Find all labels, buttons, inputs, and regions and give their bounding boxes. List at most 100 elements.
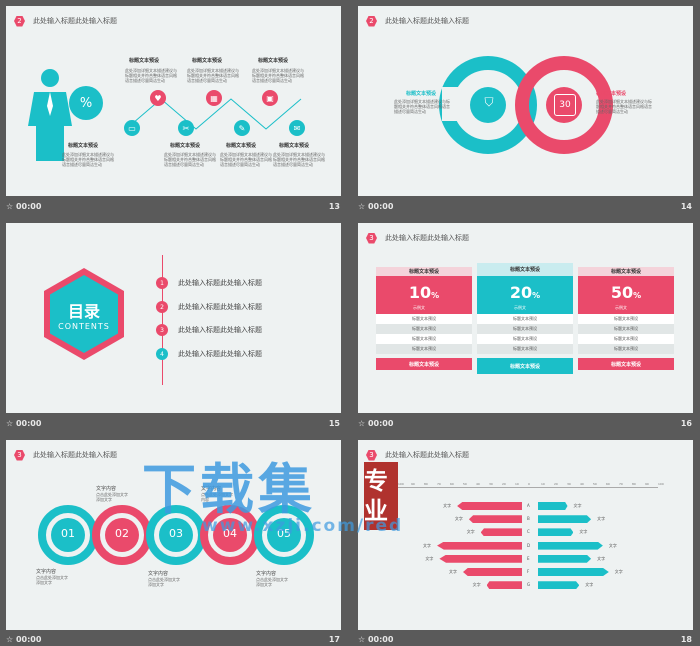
- percent-pie-icon: %: [69, 86, 103, 120]
- step-text-5: 文字内容 点击此处添加文字 添加文字: [256, 570, 288, 587]
- price-main-3: 50% 示例文: [578, 276, 674, 314]
- toc-text-1: 此处输入标题此处输入标题: [178, 279, 262, 287]
- left-tag: 文字: [449, 569, 457, 574]
- row-1-3: 标题文本预设: [376, 334, 472, 344]
- section-badge: 2: [366, 15, 377, 27]
- unit-3: %: [633, 291, 642, 300]
- axis-tick-label: 30: [567, 482, 571, 486]
- right-bar: [538, 568, 609, 576]
- price-foot-2[interactable]: 标题文本预设: [477, 358, 573, 374]
- axis-tick-label: 30: [489, 482, 493, 486]
- top-label-1: 标题文本预设: [129, 58, 160, 64]
- left-bar: [457, 502, 522, 510]
- price-foot-1[interactable]: 标题文本预设: [376, 358, 472, 370]
- price-column-3[interactable]: 标题文本预设 50% 示例文 标题文本预设 标题文本预设 标题文本预设 标题文本…: [578, 267, 674, 370]
- left-bar: [463, 568, 522, 576]
- slide-title-bar: 3 此处输入标题此处输入标题: [366, 231, 469, 245]
- left-tag: 文字: [454, 516, 463, 522]
- bottom-label-2: 标题文本预设: [170, 143, 201, 149]
- heart-icon: ♥: [150, 90, 166, 106]
- bottom-desc-1: 此处添加详细文本描述建议与标题相关并符合整体语言风格语言描述尽量简洁生动: [62, 152, 114, 167]
- left-tag: 文字: [443, 503, 452, 508]
- price-foot-3[interactable]: 标题文本预设: [578, 358, 674, 370]
- row-1-2: 标题文本预设: [376, 324, 472, 334]
- left-bar: [480, 528, 522, 537]
- slide-14[interactable]: 2 此处输入标题此处输入标题 ⛉ 30 标题文本预设 此处添加详细文本描述建议与…: [358, 6, 693, 196]
- right-tag: 文字: [597, 516, 606, 522]
- right-bar: [538, 515, 592, 524]
- axis-tick-label: 100: [398, 482, 404, 486]
- unit-2: %: [532, 291, 541, 300]
- slide-16[interactable]: 3 此处输入标题此处输入标题 标题文本预设 10% 示例文 标题文本预设 标题文…: [358, 223, 693, 413]
- slide-title-bar: 3 此处输入标题此处输入标题: [366, 448, 469, 462]
- axis-tick-label: 100: [658, 482, 664, 486]
- step-desc-2a: 点击此处添加文字: [96, 492, 128, 497]
- row-letter: F: [527, 569, 530, 574]
- row-letter: G: [527, 582, 531, 588]
- price-value-2: 20%: [477, 283, 573, 302]
- bottom-label-1: 标题文本预设: [68, 143, 99, 149]
- footer-time: ☆ 00:00: [358, 418, 394, 428]
- toc-number-4: 4: [156, 348, 168, 360]
- slide-title: 此处输入标题此处输入标题: [33, 451, 117, 459]
- left-desc-line1: 此处添加详细文本描述建议与标: [394, 99, 450, 104]
- step-03: 03: [169, 527, 183, 540]
- right-desc-line1: 此处添加详细文本描述建议与标: [596, 99, 652, 104]
- slide-title-bar: 2 此处输入标题此处输入标题: [366, 14, 469, 28]
- price-column-1[interactable]: 标题文本预设 10% 示例文 标题文本预设 标题文本预设 标题文本预设 标题文本…: [376, 267, 472, 370]
- left-bar: [437, 541, 522, 550]
- price-column-2[interactable]: 标题文本预设 20% 示例文 标题文本预设 标题文本预设 标题文本预设 标题文本…: [477, 263, 573, 374]
- price-sub-2: 示例文: [514, 305, 526, 310]
- row-1-4: 标题文本预设: [376, 344, 472, 354]
- left-desc-line3: 描述尽量简洁生动: [394, 109, 426, 114]
- chart-icon: ▦: [206, 90, 222, 106]
- time-text: 00:00: [367, 201, 394, 211]
- slide-title-bar: 3 此处输入标题此处输入标题: [14, 448, 117, 462]
- section-badge: 2: [14, 15, 25, 27]
- footer-time: ☆ 00:00: [6, 418, 42, 428]
- monitor-icon: ▭: [124, 120, 140, 136]
- slide-17[interactable]: 3 此处输入标题此处输入标题 01 02 03 04 05 文字内容 点击此处添…: [6, 440, 341, 630]
- step-text-4: 文字内容 点击此处添加文字 内容: [201, 485, 233, 502]
- film-icon: ▣: [262, 90, 278, 106]
- left-tag: 文字: [466, 529, 475, 535]
- watermark-seal: 专业: [364, 462, 398, 530]
- axis-tick-label: 60: [450, 482, 454, 486]
- slide-title: 此处输入标题此处输入标题: [33, 17, 117, 25]
- price-main-2: 20% 示例文: [477, 276, 573, 314]
- footer-16: ☆ 00:00 16: [358, 416, 692, 430]
- left-tag: 文字: [423, 542, 432, 548]
- steps-ring-graphic: [38, 505, 314, 565]
- time-text: 00:00: [15, 201, 42, 211]
- section-badge: 3: [366, 232, 377, 244]
- step-02: 02: [115, 527, 129, 540]
- slide-title: 此处输入标题此处输入标题: [385, 451, 469, 459]
- axis-tick-label: 80: [632, 482, 636, 486]
- slide-18[interactable]: 3 此处输入标题此处输入标题 100 90 80 70 60 50 40 30 20 10 0 10 2…: [358, 440, 693, 630]
- right-desc-line2: 题相关并符合整体语言风格语言: [596, 104, 652, 109]
- value-1: 10: [408, 283, 432, 302]
- time-text: 00:00: [15, 418, 42, 428]
- price-head-3: 标题文本预设: [578, 267, 674, 276]
- footer-14: ☆ 00:00 14: [358, 199, 692, 213]
- axis-tick-label: 50: [593, 482, 597, 486]
- slide-number: 17: [328, 634, 340, 644]
- row-2-4: 标题文本预设: [477, 344, 573, 354]
- step-desc-5a: 点击此处添加文字: [256, 577, 288, 582]
- butterfly-bars: A 文字 文字 B 文字 文字 C 文字 文字 D 文字 文字 E 文字 文字 F 文字 文字 G 文字 文字: [358, 440, 693, 630]
- row-letter: B: [527, 516, 530, 522]
- slide-15[interactable]: 目录 CONTENTS 1 此处输入标题此处输入标题 2 此处输入标题此处输入标…: [6, 223, 341, 413]
- top-desc-3: 此处添加详细文本描述建议与标题相关并符合整体语言风格语言描述尽量简洁生动: [252, 68, 304, 83]
- axis-tick-label: 50: [463, 482, 467, 486]
- bottom-label-4: 标题文本预设: [279, 143, 310, 149]
- businessman-icon: [28, 69, 72, 161]
- step-text-2: 文字内容 点击此处添加文字 添加文字: [96, 485, 128, 502]
- row-2-2: 标题文本预设: [477, 324, 573, 334]
- row-3-4: 标题文本预设: [578, 344, 674, 354]
- left-bar: [468, 515, 522, 524]
- step-label-1: 文字内容: [36, 569, 57, 575]
- price-value-3: 50%: [578, 283, 674, 302]
- slide-13[interactable]: 2 此处输入标题此处输入标题 % ♥ ▦ ▣ ▭ ✂ ✎ ✉ 标题文本预设 此处…: [6, 6, 341, 196]
- right-tag: 文字: [573, 503, 582, 508]
- footer-time: ☆ 00:00: [358, 201, 394, 211]
